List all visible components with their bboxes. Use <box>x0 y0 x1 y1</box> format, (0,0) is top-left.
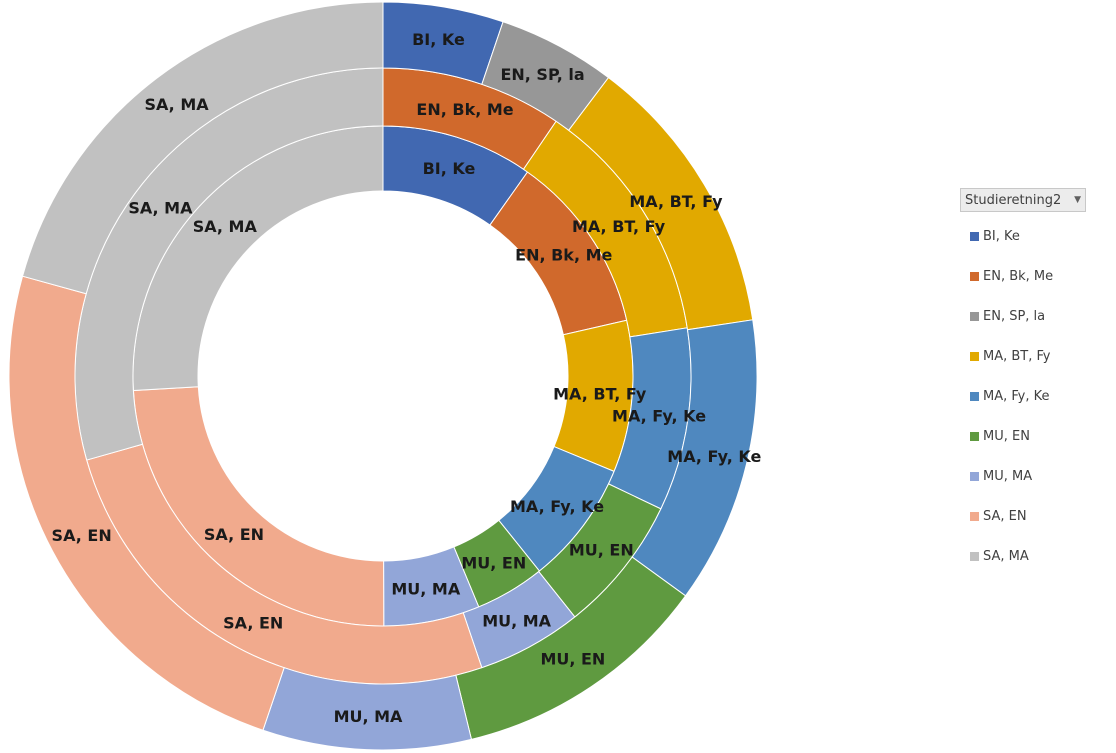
legend-label: EN, Bk, Me <box>983 268 1054 284</box>
data-label: SA, MA <box>144 95 209 114</box>
legend-item[interactable]: MA, Fy, Ke <box>960 376 1110 416</box>
legend-swatch <box>970 551 979 561</box>
data-label: MA, BT, Fy <box>629 192 723 211</box>
doughnut-segment[interactable] <box>21 1 384 295</box>
data-label: MA, Fy, Ke <box>510 497 604 516</box>
legend-item[interactable]: BI, Ke <box>960 216 1110 256</box>
data-label: MA, BT, Fy <box>553 385 647 404</box>
data-label: EN, Bk, Me <box>416 100 513 119</box>
legend-list: BI, Ke EN, Bk, Me EN, SP, la MA, BT, Fy MA, … <box>960 216 1110 576</box>
data-label: SA, EN <box>52 526 112 545</box>
legend-swatch <box>970 511 979 521</box>
chart-data-labels: BI, Ke EN, Bk, Me MA, BT, Fy MA, Fy, Ke MU, … <box>52 30 762 726</box>
legend-item[interactable]: MA, BT, Fy <box>960 336 1110 376</box>
legend-item[interactable]: SA, MA <box>960 536 1110 576</box>
doughnut-segment[interactable] <box>8 275 285 731</box>
data-label: BI, Ke <box>423 159 476 178</box>
legend-swatch <box>970 311 979 321</box>
legend-filter-button[interactable]: Studieretning2 ▼ <box>960 188 1086 212</box>
legend-label: MA, BT, Fy <box>983 348 1051 364</box>
legend-label: SA, EN <box>983 508 1027 524</box>
data-label: MU, EN <box>461 554 526 573</box>
legend-item[interactable]: MU, MA <box>960 456 1110 496</box>
data-label: EN, SP, la <box>500 65 584 84</box>
legend-item[interactable]: SA, EN <box>960 496 1110 536</box>
legend-item[interactable]: MU, EN <box>960 416 1110 456</box>
legend-item[interactable]: EN, Bk, Me <box>960 256 1110 296</box>
legend-title: Studieretning2 <box>965 192 1062 208</box>
data-label: MU, MA <box>482 611 551 630</box>
data-label: SA, MA <box>193 217 258 236</box>
dropdown-arrow-icon: ▼ <box>1074 195 1081 205</box>
legend-label: MU, EN <box>983 428 1030 444</box>
legend-swatch <box>970 431 979 441</box>
data-label: MA, Fy, Ke <box>612 407 706 426</box>
legend-swatch <box>970 471 979 481</box>
legend-item[interactable]: EN, SP, la <box>960 296 1110 336</box>
data-label: SA, EN <box>223 613 283 632</box>
legend-label: BI, Ke <box>983 228 1020 244</box>
chart-rings <box>8 1 758 751</box>
data-label: MU, MA <box>391 580 460 599</box>
legend-label: MA, Fy, Ke <box>983 388 1050 404</box>
data-label: MU, MA <box>334 707 403 726</box>
legend: Studieretning2 ▼ BI, Ke EN, Bk, Me EN, SP,… <box>960 188 1110 576</box>
data-label: BI, Ke <box>412 30 465 49</box>
legend-swatch <box>970 271 979 281</box>
data-label: SA, EN <box>204 525 264 544</box>
legend-label: EN, SP, la <box>983 308 1046 324</box>
legend-swatch <box>970 391 979 401</box>
legend-swatch <box>970 231 979 241</box>
data-label: SA, MA <box>128 198 193 217</box>
data-label: MA, Fy, Ke <box>667 447 761 466</box>
data-label: MU, EN <box>569 540 634 559</box>
legend-swatch <box>970 351 979 361</box>
legend-label: SA, MA <box>983 548 1029 564</box>
legend-label: MU, MA <box>983 468 1033 484</box>
data-label: MU, EN <box>540 650 605 669</box>
data-label: MA, BT, Fy <box>572 217 666 236</box>
data-label: EN, Bk, Me <box>515 246 612 265</box>
